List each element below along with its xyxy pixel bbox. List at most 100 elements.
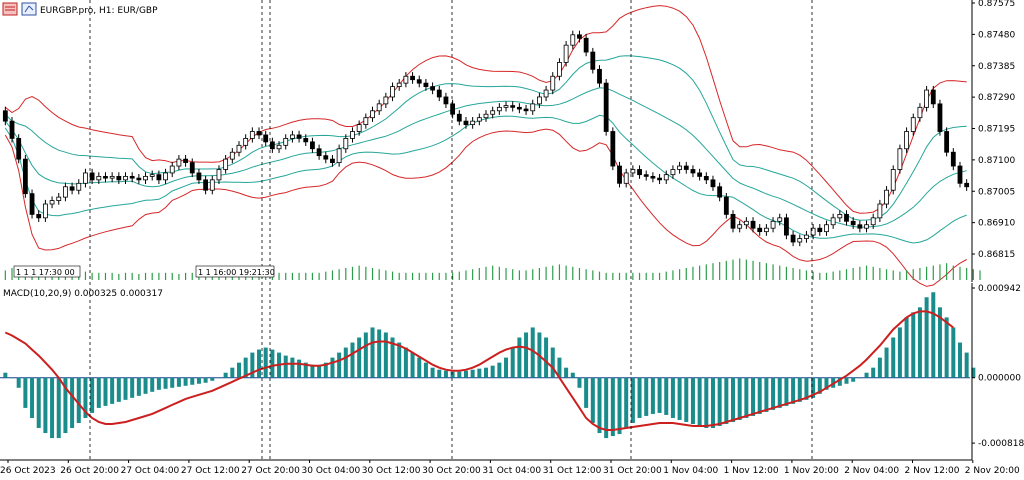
macd-histogram-bar	[403, 347, 408, 378]
macd-histogram-bar	[837, 377, 842, 386]
candle	[229, 151, 235, 160]
candle	[590, 51, 596, 70]
macd-histogram-bar	[737, 377, 742, 420]
candle	[136, 177, 142, 181]
candle	[717, 186, 723, 198]
macd-histogram-bar	[584, 377, 589, 408]
candle	[196, 172, 202, 181]
macd-histogram-bar	[884, 347, 889, 378]
candle	[957, 165, 963, 184]
macd-histogram-bar	[630, 377, 635, 423]
macd-histogram-bar	[383, 332, 388, 378]
macd-histogram-bar	[243, 357, 248, 378]
candle	[597, 68, 602, 84]
macd-histogram-bar	[50, 377, 55, 439]
candle	[924, 89, 930, 108]
candle	[904, 131, 909, 150]
macd-histogram-bar	[524, 332, 529, 378]
macd-histogram-bar	[236, 362, 241, 378]
macd-histogram-bar	[944, 317, 949, 378]
macd-histogram-bar	[257, 349, 262, 378]
macd-histogram-bar	[76, 377, 81, 423]
candle	[496, 106, 502, 112]
candle	[710, 179, 716, 188]
macd-histogram-bar	[263, 347, 268, 378]
macd-histogram-bar	[604, 377, 609, 439]
time-tick-label: 2 Nov 20:00	[965, 466, 1020, 476]
macd-histogram-bar	[964, 352, 969, 378]
macd-histogram-bar	[156, 377, 161, 390]
candle	[850, 220, 856, 226]
macd-histogram-bar	[56, 377, 61, 439]
candle	[276, 144, 282, 150]
candle	[49, 200, 55, 205]
macd-histogram-bar	[570, 372, 575, 378]
macd-histogram-bar	[791, 377, 796, 404]
macd-histogram-bar	[564, 367, 569, 378]
macd-histogram-bar	[617, 377, 622, 435]
time-tick-label: 31 Oct 20:00	[603, 466, 662, 476]
candle	[750, 220, 756, 229]
candle	[96, 175, 102, 181]
chart-window-icon	[2, 2, 18, 16]
candle	[396, 82, 402, 88]
candle	[89, 172, 95, 181]
bollinger-upper-outer	[4, 5, 967, 214]
macd-histogram-bar	[103, 377, 108, 406]
macd-histogram-bar	[10, 377, 15, 379]
macd-histogram-bar	[657, 377, 662, 413]
candle	[403, 75, 409, 84]
candle	[797, 238, 803, 243]
candle	[296, 134, 302, 139]
macd-histogram-bar	[30, 377, 35, 418]
candle	[677, 165, 683, 170]
time-marker-1: 1 1 1 17:30 00	[13, 265, 81, 278]
candle	[503, 105, 509, 108]
time-tick-label: 31 Oct 04:00	[482, 466, 541, 476]
macd-histogram-bar	[183, 377, 188, 386]
macd-histogram-bar	[690, 377, 695, 424]
price-pane	[2, 5, 970, 287]
candle	[476, 117, 482, 122]
candle	[683, 165, 689, 170]
macd-histogram-bar	[357, 337, 362, 378]
macd-histogram-bar	[350, 342, 355, 378]
chart-type-icon	[21, 2, 37, 16]
macd-histogram-bar	[904, 317, 909, 378]
macd-histogram-bar	[937, 307, 942, 378]
macd-histogram-bar	[597, 377, 602, 434]
macd-histogram-bar	[957, 342, 962, 378]
macd-histogram-bar	[310, 364, 315, 378]
macd-histogram-bar	[797, 377, 802, 402]
macd-histogram-bar	[230, 367, 235, 378]
macd-tick-label: 0.000942	[978, 284, 1021, 294]
candle	[870, 217, 876, 226]
candle	[303, 138, 309, 143]
macd-histogram-bar	[917, 307, 922, 378]
macd-histogram-bar	[577, 377, 582, 388]
candle	[723, 196, 729, 215]
candle	[703, 175, 709, 181]
macd-histogram-bar	[390, 337, 395, 378]
session-separators	[89, 0, 813, 460]
time-tick-label: 30 Oct 20:00	[422, 466, 481, 476]
time-axis: 26 Oct 2023 26 Oct 20:00 27 Oct 04:00 27 Oc…	[0, 459, 1020, 476]
macd-pane	[0, 292, 976, 439]
candle	[537, 96, 542, 105]
candle	[530, 103, 536, 112]
candle	[950, 151, 956, 167]
time-tick-label: 30 Oct 04:00	[302, 466, 361, 476]
candle	[436, 89, 442, 98]
candle	[450, 103, 456, 115]
symbol-title: EURGBP.pro, H1: EUR/GBP	[40, 6, 158, 16]
candle	[897, 148, 903, 170]
macd-histogram-bar	[136, 377, 141, 396]
macd-histogram-bar	[897, 327, 902, 378]
macd-histogram-bar	[283, 355, 288, 378]
macd-histogram-bar	[437, 369, 442, 378]
macd-histogram-bar	[210, 377, 215, 381]
price-tick-label: 0.86815	[978, 250, 1015, 260]
macd-histogram-bar	[650, 377, 655, 414]
time-tick-label: 30 Oct 12:00	[362, 466, 421, 476]
